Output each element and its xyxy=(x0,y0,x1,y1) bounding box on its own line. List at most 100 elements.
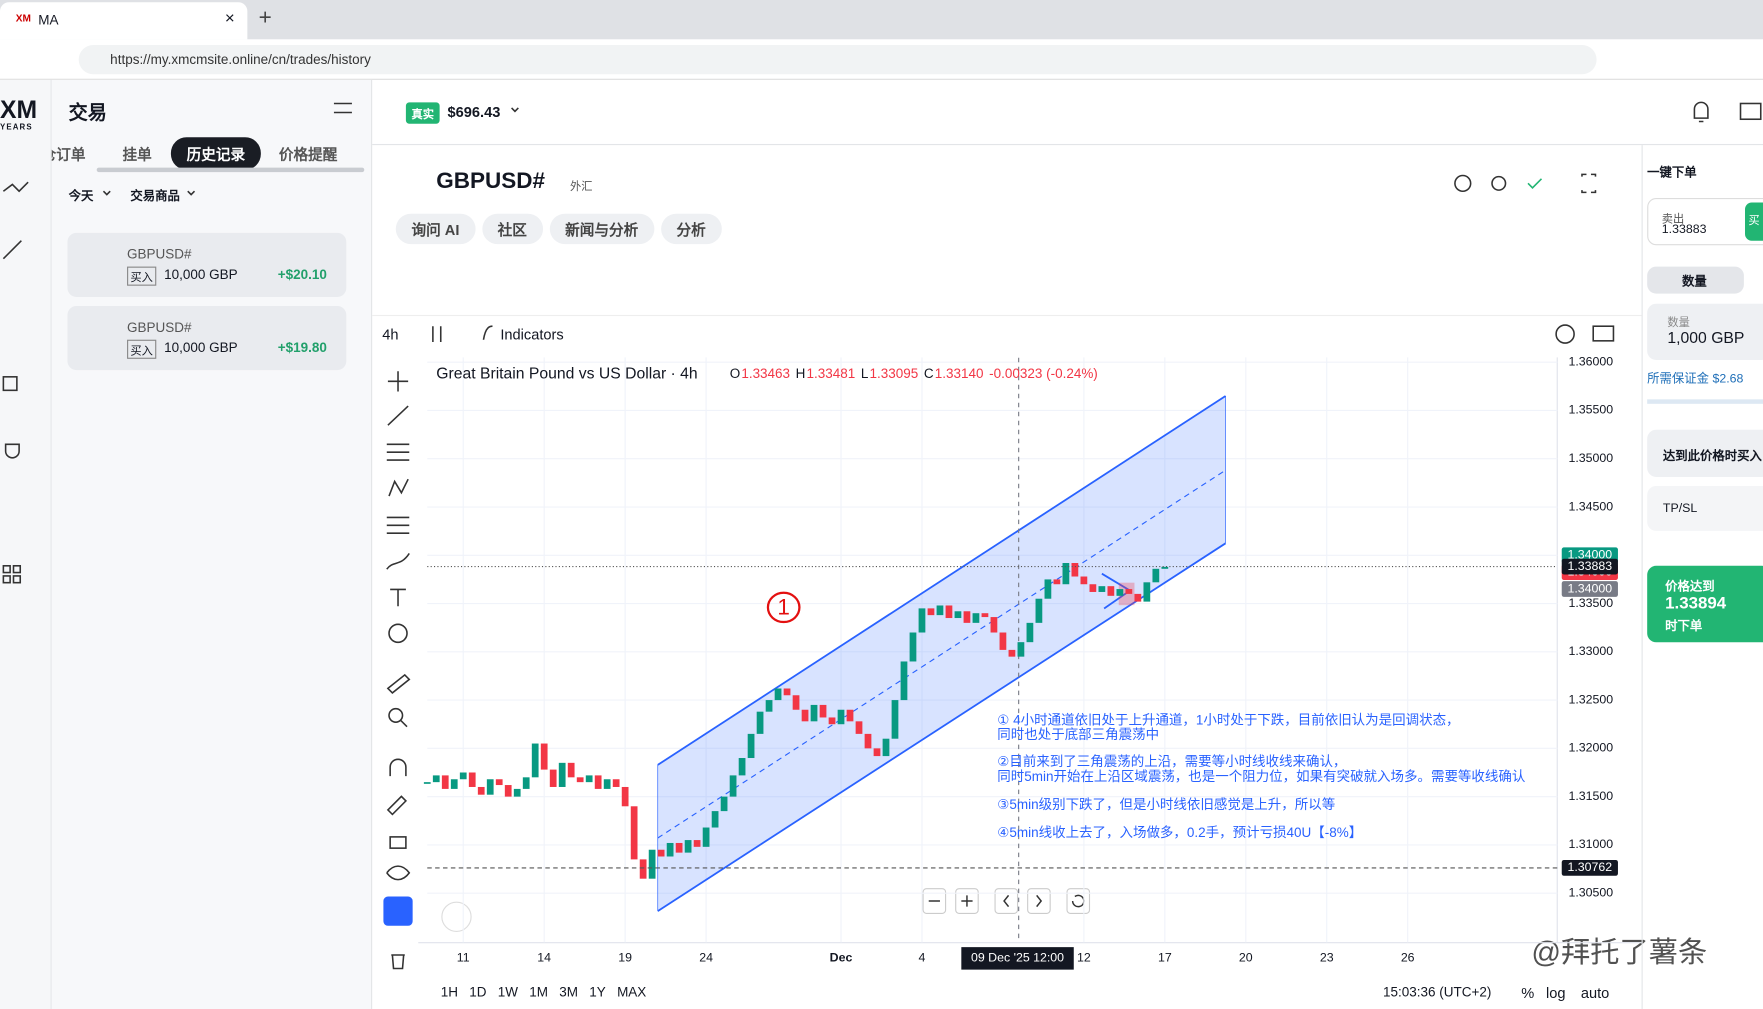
change: -0.00323 (-0.24%) xyxy=(989,366,1098,381)
tab[interactable]: 分析 xyxy=(660,213,722,245)
progress xyxy=(1647,399,1763,404)
tab[interactable]: 挂单 xyxy=(122,146,152,164)
range[interactable]: MAX xyxy=(617,984,647,1001)
instrument-category: 外汇 xyxy=(570,181,593,194)
annotation: ③5min级别下跌了，但是小时线依旧感觉是上升，所以等 xyxy=(997,796,1335,812)
range-bar: 1H 1D 1W 1M 3M 1Y MAX xyxy=(441,984,647,1000)
sell-box[interactable]: 卖出 1.33883 买 xyxy=(1647,197,1763,246)
order-button[interactable]: 价格达到 1.33894 时下单 xyxy=(1647,565,1763,643)
candle xyxy=(522,777,530,789)
price-label: 1.34000 xyxy=(1568,548,1613,562)
ohlc-label: L xyxy=(861,366,869,381)
new-tab[interactable]: + xyxy=(258,5,272,31)
option[interactable]: auto xyxy=(1580,984,1610,1002)
x-tick-label: 26 xyxy=(1401,951,1415,965)
candle xyxy=(846,709,854,722)
candle xyxy=(900,661,908,701)
account-badge: 真实 xyxy=(405,102,440,124)
x-tick-label: 12 xyxy=(1077,951,1091,965)
ohlc-value: 1.33463 xyxy=(741,366,790,381)
trade-card[interactable]: GBPUSD# 买入 10,000 GBP +$19.80 xyxy=(67,305,347,371)
candle xyxy=(468,772,476,787)
margin: 所需保证金 $2.68 xyxy=(1647,372,1744,386)
price-label-box xyxy=(1561,860,1618,876)
balance[interactable]: $696.43 xyxy=(447,103,501,121)
qty-box[interactable]: 数量 1,000 GBP xyxy=(1647,303,1763,360)
candle xyxy=(999,632,1007,650)
range[interactable]: 1H xyxy=(440,984,459,1001)
indicators[interactable]: Indicators xyxy=(500,326,564,344)
clock: 15:03:36 (UTC+2) xyxy=(1382,984,1492,1001)
limit-label: 达到此价格时买入 xyxy=(1662,449,1762,464)
candle xyxy=(801,709,809,722)
url-field[interactable]: https://my.xmcmsite.online/cn/trades/his… xyxy=(78,44,1597,75)
limit-box[interactable]: 达到此价格时买入 xyxy=(1647,429,1763,477)
candle xyxy=(765,700,773,712)
candle xyxy=(1143,582,1151,602)
crosshair-label: 09 Dec '25 12:00 xyxy=(971,951,1064,965)
filter[interactable]: 今天 xyxy=(68,190,94,204)
candle xyxy=(432,775,440,783)
tab-active[interactable]: 历史记录 xyxy=(170,137,261,170)
range[interactable]: 3M xyxy=(559,984,579,1001)
candle xyxy=(990,617,998,633)
option[interactable]: log xyxy=(1545,984,1566,1002)
candle xyxy=(450,779,458,789)
range[interactable]: 1D xyxy=(469,984,487,1001)
tab[interactable]: 新闻与分析 xyxy=(549,213,654,245)
x-tick-label: 11 xyxy=(457,951,470,965)
candle xyxy=(891,700,899,739)
qty-tab-label: 数量 xyxy=(1682,275,1707,290)
drawing-tools xyxy=(2,101,1762,970)
x-tick-label: 17 xyxy=(1158,951,1172,965)
candle xyxy=(963,611,971,623)
y-tick-label: 1.32500 xyxy=(1568,692,1613,706)
candle xyxy=(738,758,746,776)
zoom-icons xyxy=(928,894,1085,908)
candle xyxy=(927,608,935,616)
candle xyxy=(873,748,881,757)
tab[interactable]: XM MA × xyxy=(0,2,248,40)
qty-label: 数量 xyxy=(1667,317,1690,330)
sell-price: 1.33883 xyxy=(1661,222,1707,237)
tab[interactable]: 询问 AI xyxy=(395,213,476,245)
y-tick-label: 1.31500 xyxy=(1568,789,1613,803)
tab[interactable]: 社区 xyxy=(481,213,543,245)
range[interactable]: 1M xyxy=(529,984,549,1001)
candle xyxy=(612,779,620,787)
option[interactable]: % xyxy=(1521,984,1535,1002)
range[interactable]: 1Y xyxy=(589,984,606,1001)
candle xyxy=(936,605,944,616)
candle xyxy=(756,711,764,734)
divider xyxy=(372,314,1642,317)
interval[interactable]: 4h xyxy=(382,326,399,344)
candle xyxy=(603,779,611,789)
zoom-buttons[interactable] xyxy=(922,888,1091,914)
tab[interactable]: 持仓订单 xyxy=(52,146,86,164)
candle xyxy=(504,785,512,797)
candle xyxy=(864,733,872,749)
tpsl-box[interactable]: TP/SL xyxy=(1647,485,1763,531)
filter[interactable]: 交易商品 xyxy=(130,190,180,204)
trade-card[interactable]: GBPUSD# 买入 10,000 GBP +$20.10 xyxy=(67,232,347,297)
candle xyxy=(837,709,845,725)
range[interactable]: 1W xyxy=(497,984,519,1001)
candle xyxy=(540,743,548,770)
candle xyxy=(567,762,575,778)
candle xyxy=(1071,563,1079,577)
button-price: 1.33894 xyxy=(1665,593,1727,614)
symbol: GBPUSD# xyxy=(127,246,192,263)
x-tick-label: Dec xyxy=(830,951,853,965)
annotation: ④5min线收上去了，入场做多，0.2手，预计亏损40U【-8%】 xyxy=(997,824,1362,840)
tab[interactable]: 价格提醒 xyxy=(278,146,338,164)
ohlc-value: 1.33095 xyxy=(870,366,919,381)
buy-box[interactable]: 买 xyxy=(1745,202,1763,241)
candle xyxy=(486,779,494,795)
icon-rail: XM YEARS xyxy=(0,79,52,1009)
buy-label: 买 xyxy=(1748,214,1760,228)
panel-title: 交易 xyxy=(68,102,107,124)
tpsl: TP/SL xyxy=(1662,501,1698,516)
candle xyxy=(783,688,791,696)
qty-tab[interactable]: 数量 xyxy=(1647,266,1744,294)
active-tool[interactable] xyxy=(383,896,413,926)
